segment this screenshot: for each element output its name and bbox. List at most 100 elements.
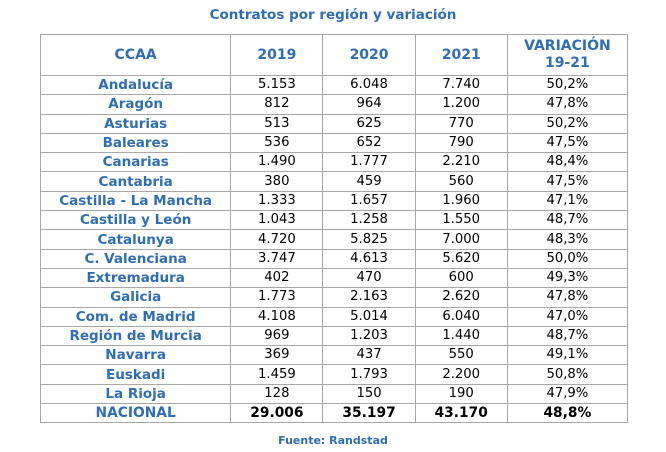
value-2021-cell: 560 (415, 172, 507, 191)
value-2019-cell: 513 (231, 114, 323, 133)
table-row: Canarias 1.490 1.777 2.210 48,4% (41, 153, 628, 172)
value-2021-cell: 770 (415, 114, 507, 133)
header-variation: VARIACIÓN 19-21 (507, 35, 627, 76)
value-2019-cell: 1.459 (231, 365, 323, 384)
value-2020-cell: 470 (323, 268, 415, 287)
total-row: NACIONAL 29.006 35.197 43.170 48,8% (41, 404, 628, 423)
table-row: Castilla - La Mancha 1.333 1.657 1.960 47,1% (41, 191, 628, 210)
variation-cell: 47,8% (507, 288, 627, 307)
value-2020-cell: 35.197 (323, 404, 415, 423)
value-2021-cell: 2.210 (415, 153, 507, 172)
variation-cell: 47,9% (507, 384, 627, 403)
header-variation-line2: 19-21 (545, 55, 590, 71)
table-row: Andalucía 5.153 6.048 7.740 50,2% (41, 76, 628, 95)
table-row: C. Valenciana 3.747 4.613 5.620 50,0% (41, 249, 628, 268)
value-2020-cell: 459 (323, 172, 415, 191)
value-2019-cell: 4.720 (231, 230, 323, 249)
variation-cell: 49,1% (507, 346, 627, 365)
value-2019-cell: 3.747 (231, 249, 323, 268)
value-2019-cell: 5.153 (231, 76, 323, 95)
table-row: Navarra 369 437 550 49,1% (41, 346, 628, 365)
value-2021-cell: 5.620 (415, 249, 507, 268)
region-cell: C. Valenciana (41, 249, 231, 268)
header-variation-line1: VARIACIÓN (524, 38, 611, 54)
table-row: Castilla y León 1.043 1.258 1.550 48,7% (41, 211, 628, 230)
value-2021-cell: 790 (415, 133, 507, 152)
region-cell: Castilla - La Mancha (41, 191, 231, 210)
region-cell: Baleares (41, 133, 231, 152)
region-cell: La Rioja (41, 384, 231, 403)
region-cell: Navarra (41, 346, 231, 365)
table-row: Baleares 536 652 790 47,5% (41, 133, 628, 152)
contracts-table: CCAA 2019 2020 2021 VARIACIÓN 19-21 Anda… (40, 34, 628, 423)
value-2021-cell: 550 (415, 346, 507, 365)
table-row: Asturias 513 625 770 50,2% (41, 114, 628, 133)
value-2021-cell: 1.200 (415, 95, 507, 114)
region-cell: Catalunya (41, 230, 231, 249)
value-2020-cell: 625 (323, 114, 415, 133)
value-2020-cell: 150 (323, 384, 415, 403)
value-2020-cell: 1.777 (323, 153, 415, 172)
variation-cell: 47,8% (507, 95, 627, 114)
value-2021-cell: 190 (415, 384, 507, 403)
variation-cell: 50,2% (507, 76, 627, 95)
region-cell: Asturias (41, 114, 231, 133)
value-2021-cell: 1.440 (415, 326, 507, 345)
value-2021-cell: 6.040 (415, 307, 507, 326)
variation-cell: 48,7% (507, 211, 627, 230)
header-2020: 2020 (323, 35, 415, 76)
value-2021-cell: 1.550 (415, 211, 507, 230)
region-cell: Castilla y León (41, 211, 231, 230)
value-2019-cell: 1.043 (231, 211, 323, 230)
value-2021-cell: 7.000 (415, 230, 507, 249)
variation-cell: 47,5% (507, 172, 627, 191)
region-cell: Euskadi (41, 365, 231, 384)
region-cell: Andalucía (41, 76, 231, 95)
value-2019-cell: 380 (231, 172, 323, 191)
table-row: Cantabria 380 459 560 47,5% (41, 172, 628, 191)
table-row: La Rioja 128 150 190 47,9% (41, 384, 628, 403)
region-cell: Aragón (41, 95, 231, 114)
variation-cell: 48,8% (507, 404, 627, 423)
table-row: Catalunya 4.720 5.825 7.000 48,3% (41, 230, 628, 249)
value-2019-cell: 369 (231, 346, 323, 365)
value-2021-cell: 2.620 (415, 288, 507, 307)
value-2019-cell: 1.490 (231, 153, 323, 172)
table-row: Región de Murcia 969 1.203 1.440 48,7% (41, 326, 628, 345)
variation-cell: 48,4% (507, 153, 627, 172)
value-2020-cell: 5.014 (323, 307, 415, 326)
value-2021-cell: 2.200 (415, 365, 507, 384)
region-cell: Región de Murcia (41, 326, 231, 345)
region-cell: Cantabria (41, 172, 231, 191)
region-cell: NACIONAL (41, 404, 231, 423)
table-row: Extremadura 402 470 600 49,3% (41, 268, 628, 287)
value-2019-cell: 812 (231, 95, 323, 114)
value-2020-cell: 1.793 (323, 365, 415, 384)
region-cell: Com. de Madrid (41, 307, 231, 326)
value-2020-cell: 652 (323, 133, 415, 152)
value-2019-cell: 29.006 (231, 404, 323, 423)
table-title: Contratos por región y variación (0, 7, 666, 23)
value-2021-cell: 43.170 (415, 404, 507, 423)
value-2019-cell: 536 (231, 133, 323, 152)
value-2020-cell: 437 (323, 346, 415, 365)
table-body: Andalucía 5.153 6.048 7.740 50,2% Aragón 812 96… (41, 76, 628, 423)
value-2020-cell: 6.048 (323, 76, 415, 95)
value-2019-cell: 402 (231, 268, 323, 287)
value-2020-cell: 964 (323, 95, 415, 114)
table-row: Euskadi 1.459 1.793 2.200 50,8% (41, 365, 628, 384)
source-note: Fuente: Randstad (0, 434, 666, 447)
variation-cell: 47,1% (507, 191, 627, 210)
value-2020-cell: 5.825 (323, 230, 415, 249)
value-2020-cell: 1.657 (323, 191, 415, 210)
value-2020-cell: 1.203 (323, 326, 415, 345)
value-2021-cell: 600 (415, 268, 507, 287)
header-2021: 2021 (415, 35, 507, 76)
value-2021-cell: 1.960 (415, 191, 507, 210)
value-2020-cell: 4.613 (323, 249, 415, 268)
header-ccaa: CCAA (41, 35, 231, 76)
value-2021-cell: 7.740 (415, 76, 507, 95)
table-row: Com. de Madrid 4.108 5.014 6.040 47,0% (41, 307, 628, 326)
variation-cell: 50,0% (507, 249, 627, 268)
header-2019: 2019 (231, 35, 323, 76)
